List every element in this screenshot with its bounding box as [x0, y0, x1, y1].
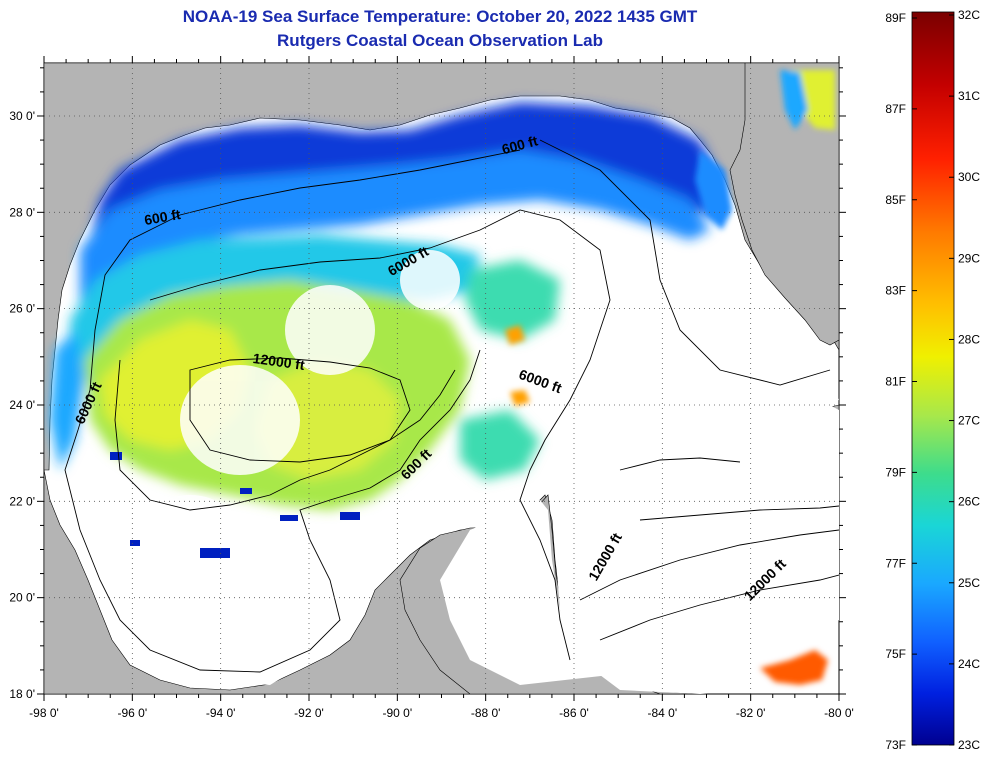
lon-tick-label: -84 0'	[648, 706, 678, 720]
nodata-area	[60, 480, 370, 685]
colorbar-f-label: 89F	[885, 11, 906, 25]
map-subtitle: Rutgers Coastal Ocean Observation Lab	[277, 31, 603, 50]
lat-tick-label: 22 0'	[9, 494, 35, 508]
map-title: NOAA-19 Sea Surface Temperature: October…	[182, 7, 698, 26]
graticule	[44, 63, 839, 694]
colorbar	[911, 11, 955, 746]
colorbar-c-label: 26C	[958, 495, 980, 509]
colorbar-f-label: 79F	[885, 465, 906, 479]
colorbar-c-label: 23C	[958, 738, 980, 752]
colorbar-fahrenheit-labels: 89F 87F 85F 83F 81F 79F 77F 75F 73F	[885, 11, 917, 752]
colorbar-celsius-labels: 32C 31C 30C 29C 28C 27C 26C 25C 24C 23C	[949, 8, 980, 752]
contour-label: 600 ft	[143, 206, 182, 228]
lat-tick-label: 20 0'	[9, 591, 35, 605]
lon-tick-label: -90 0'	[383, 706, 413, 720]
colorbar-f-label: 81F	[885, 375, 906, 389]
lon-tick-label: -96 0'	[118, 706, 148, 720]
lon-tick-label: -94 0'	[206, 706, 236, 720]
warm-patch	[505, 325, 828, 685]
contour-label: 12000 ft	[252, 350, 306, 373]
colorbar-c-label: 32C	[958, 8, 980, 22]
axis-ticks: -98 0' -96 0' -94 0' -92 0' -90 0' -88 0' -86 …	[9, 56, 854, 720]
colorbar-c-label: 28C	[958, 332, 980, 346]
lon-tick-label: -88 0'	[471, 706, 501, 720]
lon-tick-label: -80 0'	[824, 706, 854, 720]
bathymetry-contours	[64, 139, 839, 673]
lon-tick-label: -82 0'	[736, 706, 766, 720]
colorbar-c-label: 30C	[958, 170, 980, 184]
lat-tick-label: 26 0'	[9, 302, 35, 316]
colorbar-f-label: 83F	[885, 284, 906, 298]
lat-tick-label: 18 0'	[9, 687, 35, 701]
lat-tick-label: 24 0'	[9, 398, 35, 412]
colorbar-c-label: 25C	[958, 576, 980, 590]
lon-tick-label: -98 0'	[29, 706, 59, 720]
colorbar-f-label: 85F	[885, 193, 906, 207]
colorbar-f-label: 73F	[885, 738, 906, 752]
colorbar-c-label: 29C	[958, 251, 980, 265]
cold-speckles	[110, 452, 360, 558]
colorbar-c-label: 27C	[958, 414, 980, 428]
lon-tick-label: -92 0'	[294, 706, 324, 720]
lon-tick-label: -86 0'	[559, 706, 589, 720]
colorbar-f-label: 77F	[885, 556, 906, 570]
colorbar-c-label: 31C	[958, 89, 980, 103]
colorbar-f-label: 87F	[885, 102, 906, 116]
lat-tick-label: 28 0'	[9, 205, 35, 219]
land-florida	[729, 63, 839, 346]
lat-tick-label: 30 0'	[9, 109, 35, 123]
cloud-mask	[150, 250, 460, 560]
colorbar-c-label: 24C	[958, 657, 980, 671]
colorbar-f-label: 75F	[885, 647, 906, 661]
